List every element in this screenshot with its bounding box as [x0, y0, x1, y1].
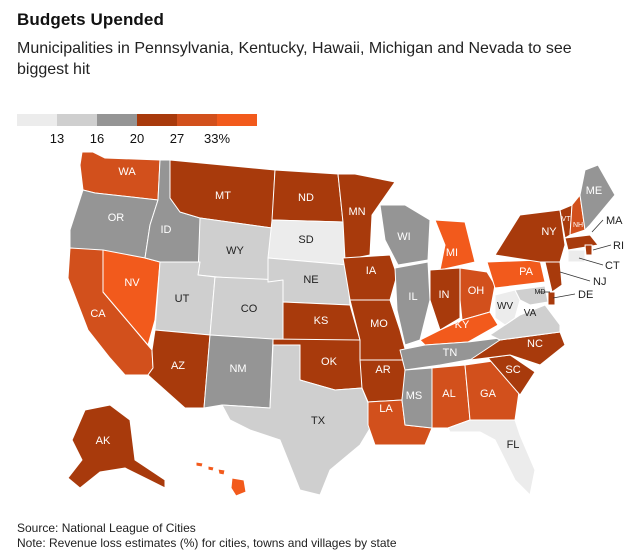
state-label-wy: WY: [226, 245, 244, 257]
state-label-la: LA: [379, 403, 393, 415]
state-hi-island: [217, 468, 226, 476]
source-note: Source: National League of Cities: [17, 521, 196, 535]
state-label-fl: FL: [507, 439, 520, 451]
state-hi-island: [207, 465, 215, 472]
state-label-va: VA: [524, 308, 537, 319]
state-ak: [67, 404, 166, 489]
legend-swatch-3: [97, 114, 137, 126]
leader-lines: [538, 219, 612, 299]
state-wi: [379, 204, 431, 266]
state-label-md: MD: [535, 289, 546, 296]
state-label-ky: KY: [455, 319, 470, 331]
state-label-il: IL: [408, 291, 417, 303]
state-label-nc: NC: [527, 338, 543, 350]
state-label-az: AZ: [171, 360, 185, 372]
state-label-ne: NE: [303, 274, 318, 286]
state-pa: [486, 259, 546, 289]
state-label-nj: NJ: [593, 276, 606, 288]
legend-ticks: 13 16 20 27 33%: [17, 126, 262, 146]
state-label-sd: SD: [298, 234, 313, 246]
legend-tick-label: 13: [49, 131, 65, 146]
state-tx: [221, 344, 376, 496]
state-mn: [337, 173, 396, 261]
state-label-ma: MA: [606, 215, 623, 227]
state-label-wv: WV: [497, 301, 513, 312]
state-label-sc: SC: [505, 364, 520, 376]
legend-swatch-6: [217, 114, 257, 126]
state-label-co: CO: [241, 303, 258, 315]
state-ms: [401, 367, 433, 429]
state-label-id: ID: [161, 224, 172, 236]
state-label-wi: WI: [397, 231, 410, 243]
state-label-wa: WA: [118, 166, 136, 178]
state-label-vt: VT: [562, 216, 572, 223]
method-note: Note: Revenue loss estimates (%) for cit…: [17, 536, 397, 550]
state-label-in: IN: [439, 289, 450, 301]
legend-swatch-2: [57, 114, 97, 126]
state-label-ct: CT: [605, 260, 620, 272]
state-label-ny: NY: [541, 226, 557, 238]
legend: 13 16 20 27 33%: [17, 114, 262, 154]
state-label-ga: GA: [480, 388, 497, 400]
state-label-ar: AR: [375, 364, 390, 376]
state-label-ut: UT: [175, 293, 190, 305]
legend-color-bar: [17, 114, 262, 126]
state-label-me: ME: [586, 185, 603, 197]
state-label-mi: MI: [446, 247, 458, 259]
state-label-mt: MT: [215, 190, 231, 202]
state-label-mo: MO: [370, 318, 388, 330]
state-md: [514, 285, 549, 306]
state-label-de: DE: [578, 289, 593, 301]
legend-swatch-4: [137, 114, 177, 126]
state-hi-island: [195, 461, 204, 468]
state-label-tx: TX: [311, 415, 326, 427]
state-ma: [564, 234, 599, 251]
state-label-nm: NM: [229, 363, 246, 375]
state-label-tn: TN: [443, 347, 458, 359]
state-hi-island: [230, 477, 247, 497]
state-va: [489, 304, 561, 341]
state-label-nh: NH: [573, 222, 583, 229]
state-de: [547, 291, 556, 306]
legend-tick-label: 16: [89, 131, 105, 146]
state-ia: [342, 254, 398, 301]
state-label-nv: NV: [124, 277, 140, 289]
footer: Source: National League of Cities Note: …: [17, 521, 397, 551]
state-me: [579, 164, 616, 231]
state-ri: [584, 244, 593, 256]
state-label-ri: RI: [613, 240, 624, 252]
state-label-ok: OK: [321, 356, 338, 368]
state-hi: [195, 461, 247, 497]
legend-swatch-1: [17, 114, 57, 126]
state-label-al: AL: [442, 388, 455, 400]
state-label-oh: OH: [468, 285, 485, 297]
state-label-hi: HI: [239, 473, 241, 475]
state-label-nd: ND: [298, 192, 314, 204]
state-label-pa: PA: [519, 266, 534, 278]
state-label-or: OR: [108, 212, 125, 224]
state-label-ca: CA: [90, 308, 106, 320]
legend-tick-label: 33%: [203, 131, 231, 146]
chart-title: Budgets Upended: [17, 10, 164, 29]
state-mi: [434, 219, 476, 271]
state-label-ms: MS: [406, 390, 423, 402]
state-label-ks: KS: [314, 315, 329, 327]
state-in: [429, 267, 461, 331]
state-label-mn: MN: [348, 206, 365, 218]
state-label-ia: IA: [366, 265, 377, 277]
chart-subtitle: Municipalities in Pennsylvania, Kentucky…: [17, 40, 572, 78]
state-fl: [447, 419, 536, 496]
state-nj: [544, 261, 563, 293]
legend-tick-label: 20: [129, 131, 145, 146]
us-state-map: WA OR CA NV ID MT WY UT CO AZ NM ND SD N…: [67, 151, 624, 497]
state-ny: [494, 209, 566, 263]
legend-swatch-5: [177, 114, 217, 126]
state-ct: [567, 249, 586, 263]
state-label-ak: AK: [96, 435, 111, 447]
legend-tick-label: 27: [169, 131, 185, 146]
state-or: [69, 189, 159, 259]
